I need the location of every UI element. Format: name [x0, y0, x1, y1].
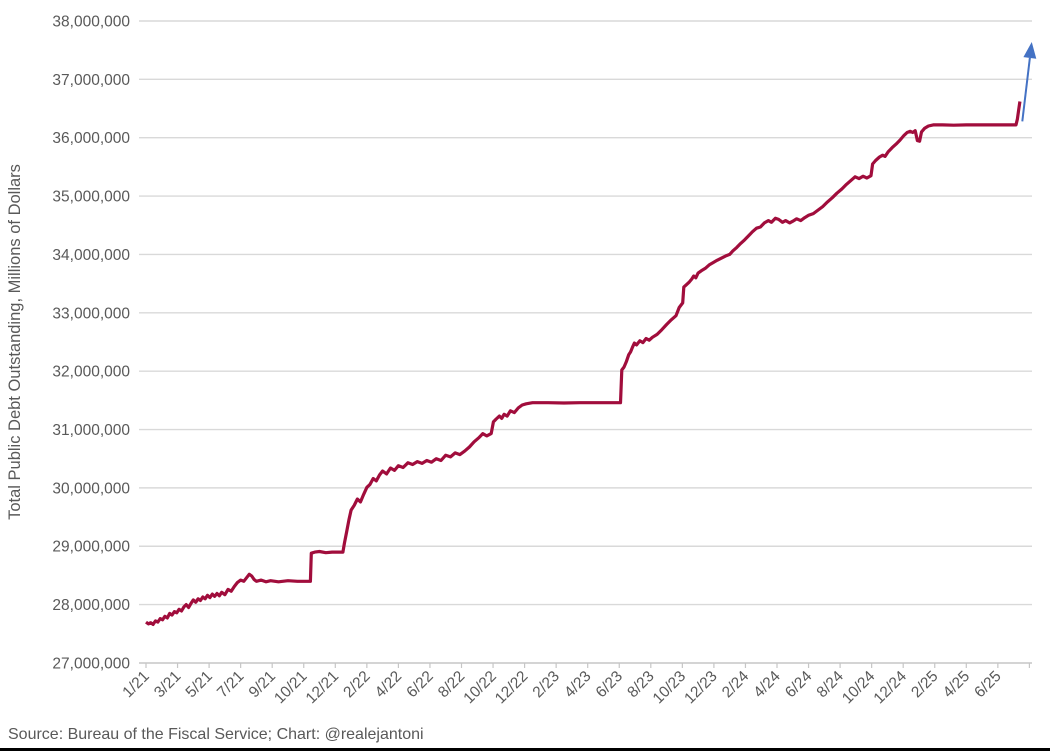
x-tick-label: 5/21 [183, 668, 216, 701]
y-tick-label: 38,000,000 [52, 14, 130, 31]
x-tick-label: 4/23 [561, 668, 594, 701]
y-tick-label: 29,000,000 [52, 539, 130, 556]
x-tick-label: 6/25 [971, 668, 1004, 701]
x-tick-label: 12/24 [871, 668, 911, 708]
y-axis-tick-labels: 38,000,000 37,000,000 36,000,000 35,000,000… [52, 14, 130, 673]
y-tick-label: 31,000,000 [52, 422, 130, 439]
x-tick-label: 6/24 [782, 668, 816, 702]
arrow-shaft [1021, 57, 1031, 122]
x-tick-label: 1/21 [119, 668, 152, 701]
y-tick-label: 32,000,000 [52, 364, 130, 381]
y-tick-label: 27,000,000 [52, 655, 130, 672]
y-tick-label: 35,000,000 [52, 189, 130, 206]
y-tick-label: 36,000,000 [52, 130, 130, 147]
debt-line-series [145, 101, 1022, 626]
debt-line-chart: 38,000,000 37,000,000 36,000,000 35,000,000… [6, 14, 1037, 708]
x-tick-label: 6/22 [403, 668, 436, 701]
x-tick-label: 10/23 [650, 668, 689, 707]
source-note: Source: Bureau of the Fiscal Service; Ch… [8, 726, 424, 743]
x-tick-label: 6/23 [593, 668, 626, 701]
x-tick-label: 2/22 [340, 668, 373, 701]
x-axis-tick-labels: 1/213/215/217/219/2110/2112/212/224/226/… [119, 668, 1004, 708]
x-tick-label: 10/21 [271, 668, 310, 707]
x-tick-label: 12/21 [303, 668, 342, 707]
x-tick-label: 12/23 [681, 668, 720, 707]
projection-arrow [1021, 42, 1037, 122]
x-tick-label: 4/25 [940, 668, 973, 701]
x-tick-label: 12/22 [492, 668, 531, 707]
x-tick-label: 7/21 [214, 668, 247, 701]
x-tick-label: 4/24 [750, 668, 784, 702]
x-tick-label: 10/22 [460, 668, 499, 707]
y-tick-label: 37,000,000 [52, 72, 130, 89]
x-axis-line-and-ticks [139, 662, 1032, 668]
arrow-head-icon [1023, 42, 1037, 59]
bottom-border [0, 748, 1050, 751]
y-axis-title: Total Public Debt Outstanding, Millions … [6, 164, 24, 520]
x-tick-label: 3/21 [151, 668, 184, 701]
x-tick-label: 2/25 [908, 668, 941, 701]
y-tick-label: 33,000,000 [52, 305, 130, 322]
y-tick-label: 34,000,000 [52, 247, 130, 264]
x-tick-label: 2/23 [530, 668, 563, 701]
x-tick-label: 10/24 [839, 668, 879, 708]
y-tick-label: 30,000,000 [52, 480, 130, 497]
y-gridlines [139, 20, 1032, 606]
x-tick-label: 2/24 [719, 668, 753, 702]
x-tick-label: 4/22 [372, 668, 405, 701]
y-tick-label: 28,000,000 [52, 597, 130, 614]
